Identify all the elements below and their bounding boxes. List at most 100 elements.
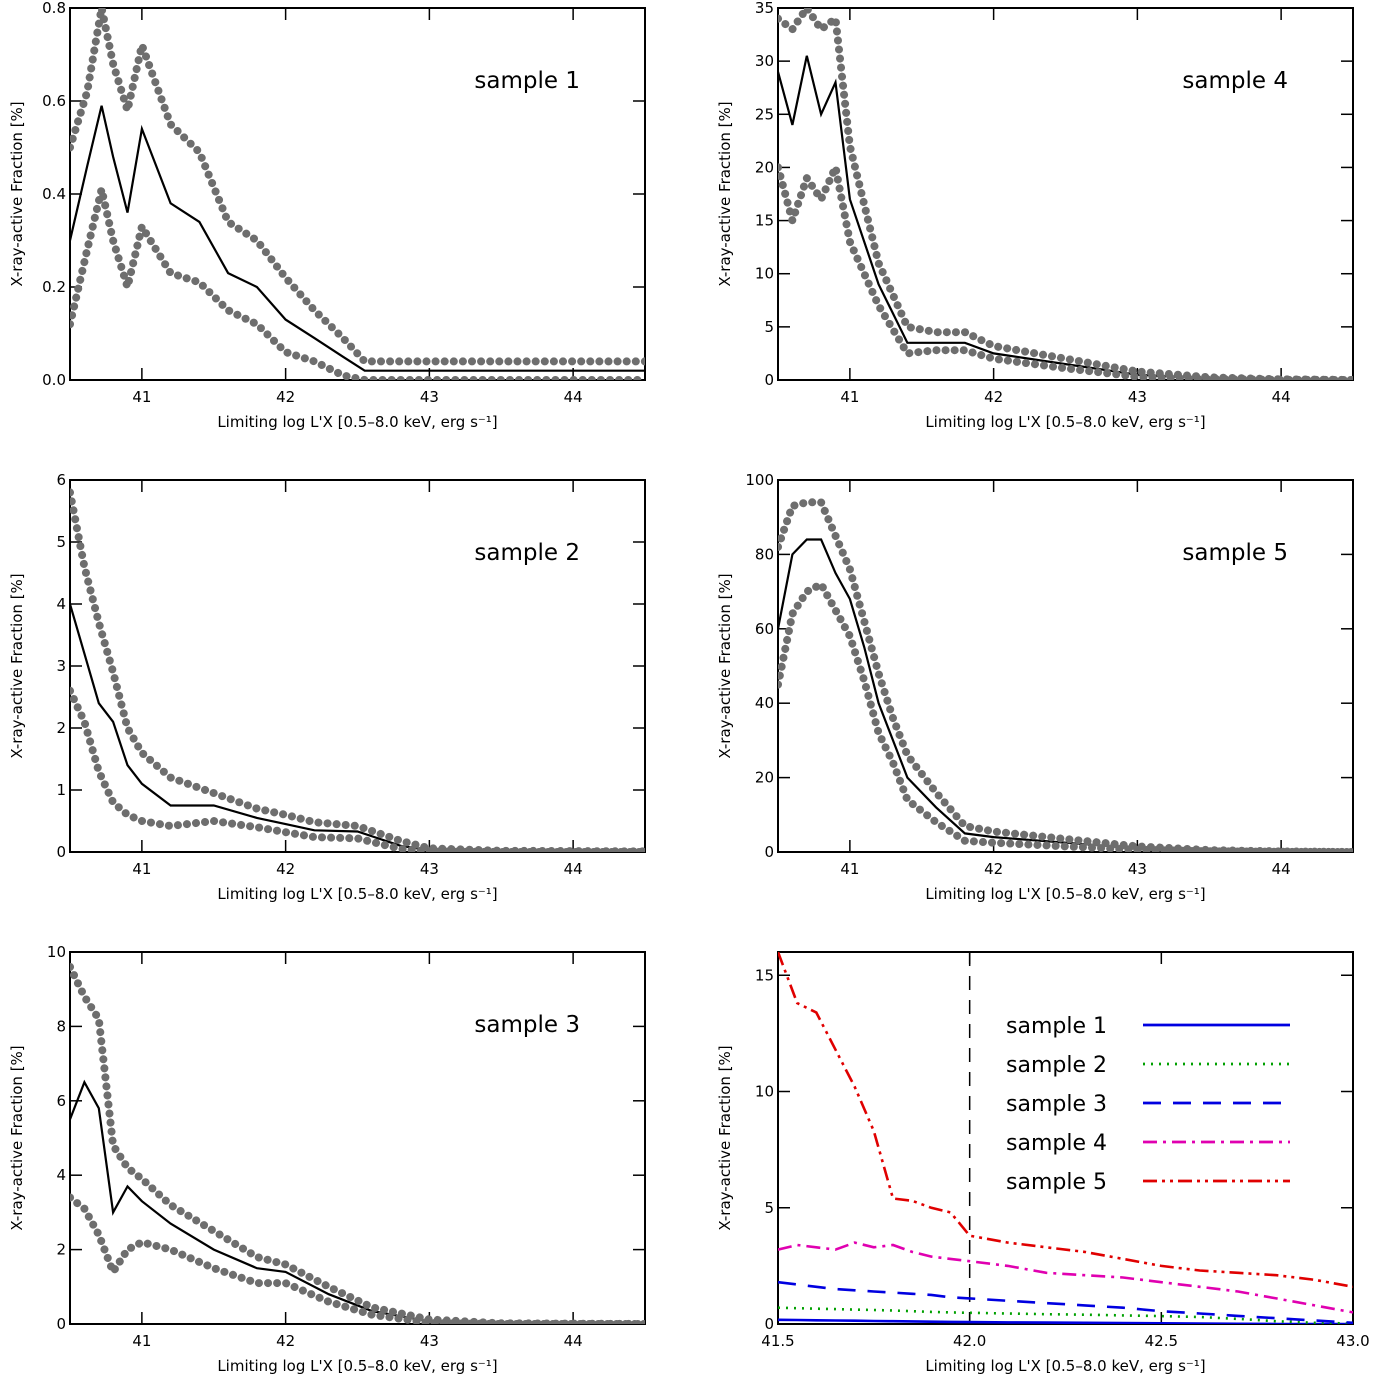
- y-tick-label: 10: [755, 265, 774, 283]
- y-tick-label: 4: [56, 595, 66, 613]
- x-tick-label: 42.0: [953, 1332, 986, 1350]
- x-tick-label: 44: [1272, 388, 1291, 406]
- y-tick-label: 5: [56, 533, 66, 551]
- panel-label: sample 2: [474, 540, 580, 566]
- series-3-line: [70, 188, 645, 380]
- y-tick-label: 0.6: [42, 92, 66, 110]
- y-tick-label: 35: [755, 0, 774, 17]
- y-tick-label: 0: [764, 1315, 774, 1333]
- series-1-line: [70, 1079, 645, 1324]
- plot-frame: [69, 951, 646, 1325]
- y-tick-label: 5: [764, 1199, 774, 1217]
- x-axis-label: Limiting log L'X [0.5–8.0 keV, erg s⁻¹]: [217, 413, 497, 431]
- legend-label: sample 1: [1006, 1014, 1107, 1039]
- y-axis-label: X-ray-active Fraction [%]: [8, 1045, 26, 1230]
- panel-6: 41.5 42.0 42.5 43.0 0 5 10 15 Limiting log L'X […: [716, 951, 1370, 1375]
- y-tick-label: 6: [56, 471, 66, 489]
- series-2-line: [70, 962, 645, 1324]
- sample-4-line: [778, 1241, 1353, 1314]
- y-tick-label: 10: [755, 1083, 774, 1101]
- series-1-line: [70, 105, 645, 372]
- legend-label: sample 3: [1006, 1092, 1107, 1117]
- y-tick-label: 0: [764, 843, 774, 861]
- y-axis-label: X-ray-active Fraction [%]: [716, 101, 734, 286]
- x-tick-label: 42: [984, 388, 1003, 406]
- y-tick-label: 20: [755, 769, 774, 787]
- x-tick-label: 42: [276, 860, 295, 878]
- legend-label: sample 4: [1006, 1131, 1107, 1156]
- plot-frame: [69, 479, 646, 853]
- y-tick-label: 1: [56, 781, 66, 799]
- y-tick-label: 0: [56, 1315, 66, 1333]
- plot-frame: [777, 7, 1354, 381]
- sample-5-line: [778, 952, 1353, 1289]
- y-tick-label: 25: [755, 105, 774, 123]
- sample-1-line: [778, 1318, 1353, 1324]
- panel-1: 41 42 43 44 0.0 0.2 0.4 0.6 0.8 Limiting log L'X …: [8, 0, 646, 431]
- y-axis-label: X-ray-active Fraction [%]: [716, 573, 734, 758]
- x-tick-label: 41.5: [761, 1332, 794, 1350]
- x-tick-label: 41: [132, 860, 151, 878]
- x-tick-label: 41: [132, 388, 151, 406]
- y-axis-label: X-ray-active Fraction [%]: [8, 573, 26, 758]
- x-tick-label: 43: [1128, 388, 1147, 406]
- x-tick-label: 42: [276, 388, 295, 406]
- x-tick-label: 42: [984, 860, 1003, 878]
- sample-3-line: [778, 1280, 1353, 1324]
- y-tick-label: 60: [755, 620, 774, 638]
- series-3-line: [778, 578, 1353, 852]
- x-tick-label: 43: [1128, 860, 1147, 878]
- x-axis-label: Limiting log L'X [0.5–8.0 keV, erg s⁻¹]: [217, 885, 497, 903]
- y-tick-label: 0.0: [42, 371, 66, 389]
- x-axis-label: Limiting log L'X [0.5–8.0 keV, erg s⁻¹]: [925, 1357, 1205, 1375]
- y-axis-label: X-ray-active Fraction [%]: [716, 1045, 734, 1230]
- y-tick-label: 15: [755, 966, 774, 984]
- y-axis-label: X-ray-active Fraction [%]: [8, 101, 26, 286]
- x-tick-label: 43: [420, 1332, 439, 1350]
- panel-5: 41 42 43 44 0 20 40 60 80 100 Limiting log L'X [0.…: [716, 471, 1354, 903]
- y-tick-label: 0.4: [42, 185, 66, 203]
- series-2-line: [70, 8, 645, 366]
- series-1-line: [778, 55, 1353, 380]
- series-1-line: [778, 538, 1353, 852]
- x-tick-label: 43.0: [1336, 1332, 1369, 1350]
- x-tick-label: 44: [1272, 860, 1291, 878]
- series-2-line: [778, 8, 1353, 380]
- plot-frame: [777, 479, 1354, 853]
- x-tick-label: 42.5: [1145, 1332, 1178, 1350]
- panel-label: sample 3: [474, 1012, 580, 1038]
- y-tick-label: 0: [764, 371, 774, 389]
- y-tick-label: 5: [764, 318, 774, 336]
- panel-3: 41 42 43 44 0 2 4 6 8 10 Limiting log L'X [0.5–8.0…: [8, 943, 646, 1375]
- x-tick-label: 43: [420, 388, 439, 406]
- x-tick-label: 44: [564, 1332, 583, 1350]
- x-axis-label: Limiting log L'X [0.5–8.0 keV, erg s⁻¹]: [925, 413, 1205, 431]
- panel-4: 41 42 43 44 0 5 10 15 20 25 30 35 Limiting log L'X […: [716, 0, 1354, 431]
- legend-label: sample 2: [1006, 1053, 1107, 1078]
- series-2-line: [70, 488, 645, 852]
- y-tick-label: 0.8: [42, 0, 66, 17]
- y-tick-label: 0.2: [42, 278, 66, 296]
- y-tick-label: 10: [47, 943, 66, 961]
- series-3-line: [70, 686, 645, 852]
- y-tick-label: 4: [56, 1166, 66, 1184]
- y-tick-label: 100: [745, 471, 774, 489]
- legend: sample 1 sample 2 sample 3 sample 4 sample 5: [1006, 1014, 1290, 1195]
- plot-frame: [69, 7, 646, 381]
- series-2-line: [778, 498, 1353, 852]
- y-tick-label: 6: [56, 1092, 66, 1110]
- y-tick-label: 30: [755, 52, 774, 70]
- y-tick-label: 2: [56, 719, 66, 737]
- x-axis-label: Limiting log L'X [0.5–8.0 keV, erg s⁻¹]: [925, 885, 1205, 903]
- panel-label: sample 5: [1182, 540, 1288, 566]
- y-tick-label: 8: [56, 1017, 66, 1035]
- x-tick-label: 44: [564, 860, 583, 878]
- x-axis-label: Limiting log L'X [0.5–8.0 keV, erg s⁻¹]: [217, 1357, 497, 1375]
- x-tick-label: 41: [840, 388, 859, 406]
- x-tick-label: 41: [132, 1332, 151, 1350]
- panel-label: sample 1: [474, 68, 580, 94]
- series-3-line: [778, 154, 1353, 380]
- legend-label: sample 5: [1006, 1170, 1107, 1195]
- panel-2: 41 42 43 44 0 1 2 3 4 5 6 Limiting log L'X [0.5–8.0…: [8, 471, 646, 903]
